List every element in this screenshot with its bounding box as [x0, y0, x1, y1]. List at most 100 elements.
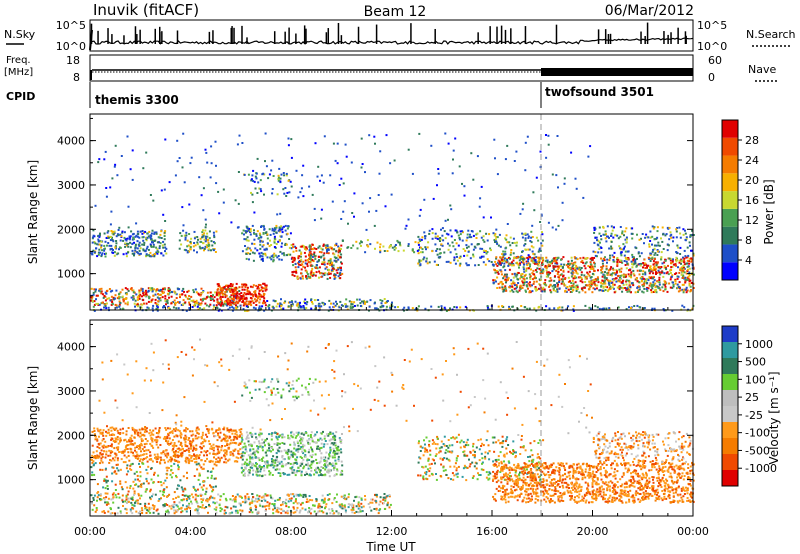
range-cell: [282, 188, 285, 191]
range-cell: [286, 254, 288, 257]
range-cell: [204, 218, 207, 221]
range-cell: [335, 269, 338, 272]
range-cell: [504, 250, 507, 253]
range-cell: [219, 287, 222, 290]
range-cell: [259, 247, 262, 250]
range-cell: [470, 230, 473, 232]
range-cell: [326, 277, 329, 280]
range-cell: [663, 280, 666, 283]
range-cell: [527, 282, 530, 285]
range-cell: [151, 229, 154, 232]
range-cell: [237, 435, 239, 438]
range-cell: [112, 492, 115, 495]
range-cell: [607, 282, 610, 285]
range-cell: [643, 258, 646, 261]
range-cell: [683, 259, 686, 262]
range-cell: [562, 256, 565, 259]
range-cell: [506, 276, 509, 279]
range-cell: [607, 271, 610, 274]
range-cell: [418, 132, 421, 135]
range-cell: [329, 259, 332, 262]
range-cell: [641, 290, 644, 293]
range-cell: [653, 265, 656, 268]
range-cell: [362, 300, 365, 303]
range-cell: [125, 239, 128, 242]
range-cell: [363, 302, 366, 305]
range-cell: [272, 305, 275, 308]
range-cell: [442, 239, 445, 242]
range-cell: [287, 179, 290, 182]
range-cell: [185, 234, 188, 237]
range-cell: [106, 479, 109, 482]
range-cell: [563, 177, 566, 180]
range-cell: [231, 441, 234, 444]
cpid-segment-1: themis 3300: [95, 93, 179, 107]
range-cell: [521, 250, 523, 253]
range-cell: [213, 477, 216, 480]
range-cell: [146, 306, 149, 309]
range-cell: [606, 258, 609, 261]
range-cell: [669, 286, 672, 289]
range-cell: [196, 251, 198, 254]
range-cell: [134, 478, 137, 481]
range-cell: [593, 257, 596, 259]
range-cell: [148, 432, 151, 435]
range-cell: [171, 472, 174, 474]
range-cell: [533, 209, 536, 212]
range-cell: [163, 436, 166, 438]
range-cell: [497, 272, 500, 275]
range-cell: [106, 297, 109, 300]
range-cell: [578, 276, 581, 279]
range-cell: [686, 246, 689, 249]
range-cell: [508, 241, 511, 244]
range-cell: [456, 255, 458, 258]
range-cell: [194, 288, 197, 291]
range-cell: [567, 265, 570, 268]
range-cell: [263, 309, 266, 312]
range-cell: [194, 437, 197, 440]
range-cell: [95, 243, 98, 246]
range-cell: [544, 279, 547, 282]
range-cell: [101, 456, 104, 458]
range-cell: [240, 428, 243, 431]
range-cell: [381, 299, 384, 302]
range-cell: [647, 256, 650, 259]
range-cell: [538, 283, 541, 286]
range-cell: [625, 279, 628, 282]
range-cell: [141, 303, 144, 306]
range-cell: [219, 295, 222, 298]
range-cell: [259, 243, 262, 246]
range-cell: [653, 279, 656, 282]
range-cell: [624, 230, 627, 233]
range-cell: [113, 297, 116, 300]
range-cell: [603, 290, 606, 292]
range-cell: [633, 262, 636, 265]
range-cell: [164, 246, 167, 249]
range-cell: [242, 295, 245, 298]
range-cell: [458, 257, 461, 259]
range-cell: [472, 248, 475, 251]
range-cell: [575, 257, 578, 260]
range-cell: [417, 305, 420, 308]
range-cell: [170, 458, 173, 461]
range-cell: [607, 235, 609, 238]
range-cell: [523, 279, 526, 282]
range-cell: [589, 145, 592, 148]
range-cell: [322, 243, 325, 246]
range-cell: [195, 429, 198, 432]
range-cell: [480, 185, 483, 188]
range-cell: [215, 164, 217, 167]
range-cell: [183, 438, 186, 441]
range-cell: [682, 256, 684, 259]
range-cell: [134, 457, 137, 459]
range-cell: [110, 443, 113, 446]
range-cell: [659, 273, 662, 276]
range-cell: [625, 258, 628, 261]
range-cell: [229, 428, 232, 431]
range-cell: [106, 492, 109, 495]
range-cell: [630, 307, 632, 309]
range-cell: [164, 449, 167, 452]
range-cell: [144, 429, 147, 431]
range-cell: [505, 234, 508, 237]
range-cell: [224, 505, 227, 508]
